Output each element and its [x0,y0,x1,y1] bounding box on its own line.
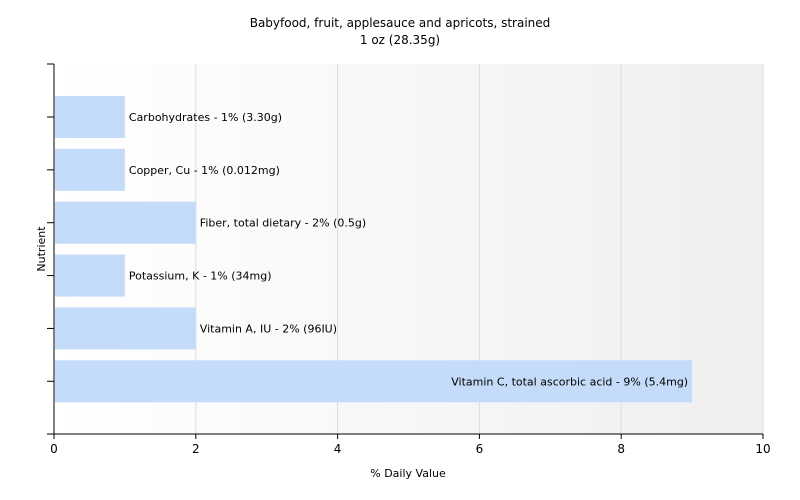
ticks: 0 2 4 6 8 10 [47,63,771,456]
bar-2 [55,201,196,244]
bar-4 [55,307,196,350]
x-tick-label-0: 0 [50,442,58,456]
bar-label-0: Carbohydrates - 1% (3.30g) [129,111,282,124]
chart-subtitle: 1 oz (28.35g) [360,33,440,47]
bar-3 [55,254,125,297]
x-tick-label-4: 4 [334,442,342,456]
x-tick-label-6: 6 [476,442,484,456]
axes [53,64,763,435]
chart-title: Babyfood, fruit, applesauce and apricots… [250,16,551,30]
bar-label-5: Vitamin C, total ascorbic acid - 9% (5.4… [451,375,688,388]
x-tick-label-2: 2 [192,442,200,456]
bar-label-1: Copper, Cu - 1% (0.012mg) [129,164,280,177]
bar-5 [55,360,693,403]
x-axis-label: % Daily Value [370,467,446,480]
bar-label-4: Vitamin A, IU - 2% (96IU) [200,322,337,335]
bar-1 [55,148,125,191]
bar-label-3: Potassium, K - 1% (34mg) [129,270,272,283]
x-tick-label-10: 10 [755,442,770,456]
y-axis-label: Nutrient [35,226,48,272]
x-tick-label-8: 8 [617,442,625,456]
bars: Carbohydrates - 1% (3.30g) Copper, Cu - 1… [55,96,693,403]
bar-label-2: Fiber, total dietary - 2% (0.5g) [200,217,366,230]
bar-0 [55,96,125,138]
